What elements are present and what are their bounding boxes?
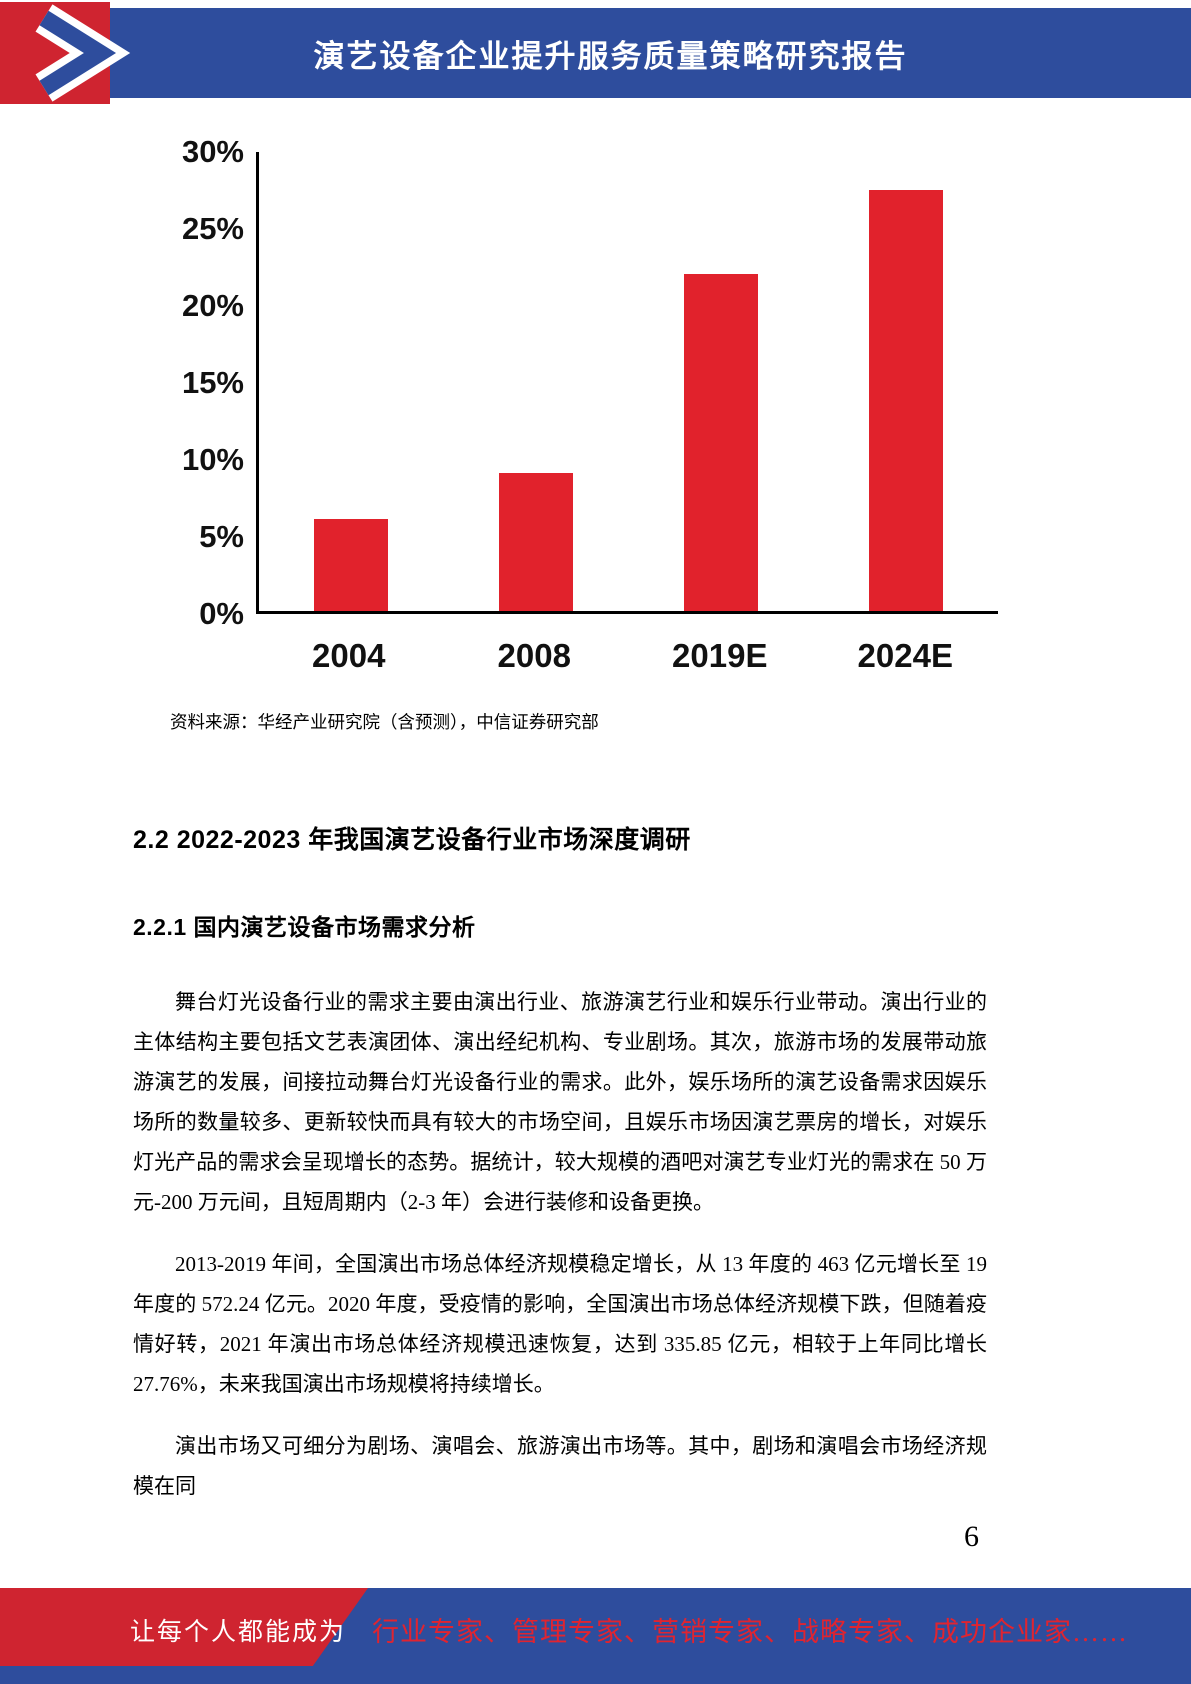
y-tick-label: 5% xyxy=(199,519,244,555)
footer-slogan-left: 让每个人都能成为 xyxy=(130,1619,347,1646)
page-header: 演艺设备企业提升服务质量策略研究报告 xyxy=(0,0,1191,106)
chevron-right-icon xyxy=(0,2,131,104)
y-tick-label: 30% xyxy=(181,134,244,169)
chart-y-axis: 0% 5% 10% 15% 20% 25% 30% xyxy=(168,134,248,631)
section-heading-2-2-1: 2.2.1 国内演艺设备市场需求分析 xyxy=(133,914,476,940)
page-number: 6 xyxy=(964,1520,979,1553)
chart-x-axis: 2004 2008 2019E 2024E xyxy=(256,623,998,689)
paragraph-3: 演出市场又可细分为剧场、演唱会、旅游演出市场等。其中，剧场和演唱会市场经济规模在… xyxy=(133,1434,987,1498)
bar-2004 xyxy=(314,519,389,611)
paragraph-1: 舞台灯光设备行业的需求主要由演出行业、旅游演艺行业和娱乐行业带动。演出行业的主体… xyxy=(133,990,987,1214)
y-tick-label: 0% xyxy=(199,596,244,631)
x-tick-label: 2004 xyxy=(312,637,386,674)
chart-plot-area xyxy=(256,152,998,614)
x-tick-label: 2024E xyxy=(857,637,953,674)
y-tick-label: 20% xyxy=(181,288,244,324)
y-tick-label: 10% xyxy=(181,442,244,478)
bar-2024E xyxy=(868,190,943,611)
chart-source-note: 资料来源：华经产业研究院（含预测），中信证券研究部 xyxy=(170,712,599,732)
y-tick-label: 25% xyxy=(181,211,244,246)
bar-2019E xyxy=(683,274,758,611)
page-footer: 让每个人都能成为 行业专家、管理专家、营销专家、战略专家、成功企业家…… xyxy=(0,1588,1191,1684)
footer-slogan-right: 行业专家、管理专家、营销专家、战略专家、成功企业家…… xyxy=(372,1617,1128,1647)
bar-2008 xyxy=(499,473,574,611)
section-heading-2-2: 2.2 2022-2023 年我国演艺设备行业市场深度调研 xyxy=(133,826,691,854)
x-tick-label: 2019E xyxy=(672,637,768,674)
x-tick-label: 2008 xyxy=(497,637,571,674)
footer-red-block xyxy=(0,1588,368,1666)
y-tick-label: 15% xyxy=(181,365,244,400)
paragraph-2: 2013-2019 年间，全国演出市场总体经济规模稳定增长，从 13 年度的 4… xyxy=(133,1252,987,1396)
header-band: 演艺设备企业提升服务质量策略研究报告 xyxy=(90,8,1191,98)
report-title: 演艺设备企业提升服务质量策略研究报告 xyxy=(313,38,908,74)
header-arrow-decoration xyxy=(0,0,150,106)
bar-chart: 0% 5% 10% 15% 20% 25% 30% 2004 2008 2019E 2024E xyxy=(168,134,1004,689)
